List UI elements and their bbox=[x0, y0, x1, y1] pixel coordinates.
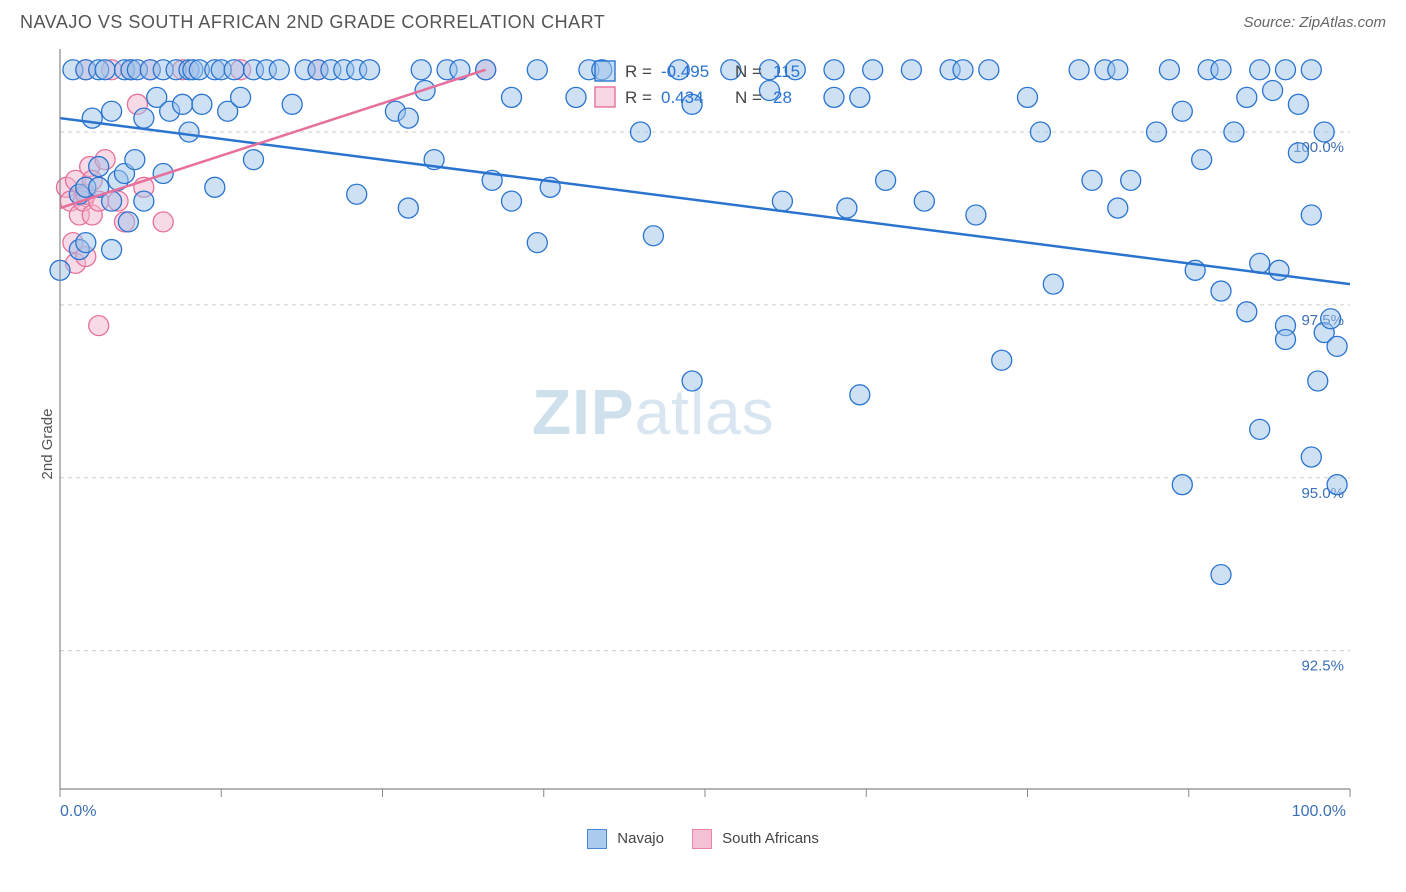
legend-swatch-south-africans bbox=[692, 829, 712, 849]
chart-header: NAVAJO VS SOUTH AFRICAN 2ND GRADE CORREL… bbox=[0, 0, 1406, 39]
legend-item-south-africans: South Africans bbox=[692, 829, 819, 849]
legend-label-navajo: Navajo bbox=[617, 830, 664, 847]
svg-text:R =: R = bbox=[625, 88, 652, 107]
scatter-plot-svg: 100.0%97.5%95.0%92.5%ZIPatlasR =-0.495N … bbox=[0, 39, 1406, 809]
svg-text:N =: N = bbox=[735, 62, 762, 81]
legend-item-navajo: Navajo bbox=[587, 829, 664, 849]
svg-text:92.5%: 92.5% bbox=[1301, 658, 1344, 675]
svg-text:-0.495: -0.495 bbox=[661, 62, 709, 81]
chart-title: NAVAJO VS SOUTH AFRICAN 2ND GRADE CORREL… bbox=[20, 12, 605, 33]
svg-text:0.434: 0.434 bbox=[661, 88, 704, 107]
svg-text:ZIPatlas: ZIPatlas bbox=[532, 376, 775, 448]
svg-text:28: 28 bbox=[773, 88, 792, 107]
legend-label-south-africans: South Africans bbox=[722, 830, 819, 847]
svg-text:115: 115 bbox=[773, 62, 800, 81]
legend: Navajo South Africans bbox=[0, 829, 1406, 849]
x-axis-max-label: 100.0% bbox=[1292, 803, 1346, 821]
x-axis-range-labels: 0.0% 100.0% bbox=[0, 803, 1406, 821]
legend-swatch-navajo bbox=[587, 829, 607, 849]
chart-area: 2nd Grade 100.0%97.5%95.0%92.5%ZIPatlasR… bbox=[0, 39, 1406, 849]
chart-source: Source: ZipAtlas.com bbox=[1243, 14, 1386, 31]
svg-text:N =: N = bbox=[735, 88, 762, 107]
x-axis-min-label: 0.0% bbox=[60, 803, 96, 821]
y-axis-label: 2nd Grade bbox=[39, 409, 56, 480]
svg-text:R =: R = bbox=[625, 62, 652, 81]
